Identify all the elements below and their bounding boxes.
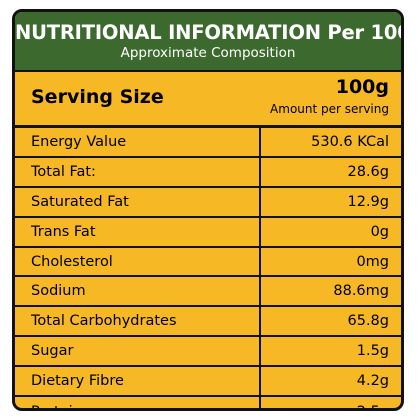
nutrient-row: Saturated Fat 12.9g: [15, 187, 401, 218]
nutrient-row: Sodium 88.6mg: [15, 277, 401, 308]
nutrient-name: Energy Value: [15, 128, 261, 156]
nutrient-value: 2.5g: [261, 397, 401, 408]
nutrient-table: Energy Value 530.6 KCal Total Fat: 28.6g…: [15, 128, 401, 408]
nutrient-row: Sugar 1.5g: [15, 337, 401, 368]
serving-size-label: Serving Size: [31, 86, 164, 108]
panel-title: NUTRITIONAL INFORMATION Per 100g: [15, 21, 404, 44]
panel-subtitle: Approximate Composition: [120, 45, 296, 61]
nutrient-row: Trans Fat 0g: [15, 217, 401, 248]
nutrient-value: 0g: [370, 223, 389, 240]
nutrient-row: Dietary Fibre 4.2g: [15, 367, 401, 398]
nutrient-value: 4.2g: [356, 373, 389, 390]
nutrient-name: Cholesterol: [15, 247, 261, 276]
nutrient-value: 0mg: [356, 253, 389, 270]
nutrition-header: NUTRITIONAL INFORMATION Per 100g Approxi…: [15, 12, 401, 70]
serving-size-row: Serving Size 100g Amount per serving: [15, 70, 401, 128]
nutrient-name: Sodium: [15, 277, 261, 306]
nutrient-name: Trans Fat: [15, 217, 261, 246]
nutrient-value: 88.6mg: [333, 283, 389, 300]
nutrient-row: Energy Value 530.6 KCal: [15, 128, 401, 158]
serving-size-note: Amount per serving: [270, 102, 389, 116]
nutrient-name: Total Fat:: [15, 157, 261, 186]
serving-size-quantity: 100g: [335, 76, 389, 98]
nutrient-name: Saturated Fat: [15, 187, 261, 216]
nutrient-name: Total Carbohydrates: [15, 307, 261, 336]
nutrient-row: Protein 2.5g: [15, 397, 401, 408]
nutrient-value: 530.6 KCal: [311, 133, 389, 150]
nutrient-value: 28.6g: [347, 163, 390, 180]
nutrient-name: Protein: [15, 397, 261, 408]
nutrient-row: Total Carbohydrates 65.8g: [15, 307, 401, 338]
nutrient-name: Sugar: [15, 337, 261, 366]
nutrient-value: 1.5g: [356, 343, 389, 360]
nutrient-value: 12.9g: [347, 193, 390, 210]
nutrition-panel: NUTRITIONAL INFORMATION Per 100g Approxi…: [12, 9, 404, 411]
nutrient-value: 65.8g: [347, 313, 390, 330]
nutrient-row: Cholesterol 0mg: [15, 247, 401, 278]
nutrient-row: Total Fat: 28.6g: [15, 157, 401, 188]
nutrient-name: Dietary Fibre: [15, 367, 261, 396]
